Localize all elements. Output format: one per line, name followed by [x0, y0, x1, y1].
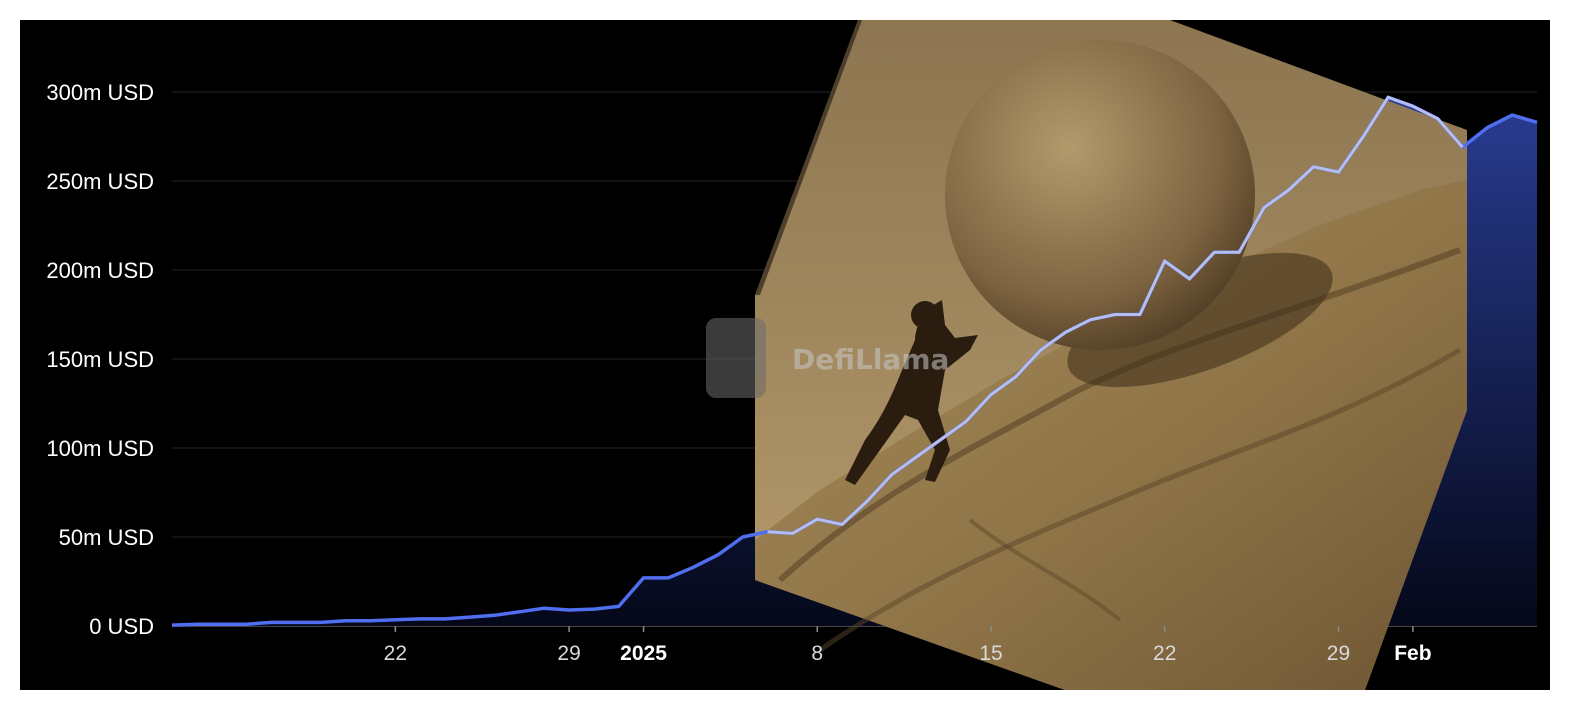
x-tick-label: Feb	[1394, 642, 1431, 665]
y-tick-label: 300m USD	[46, 80, 154, 105]
defillama-watermark: DefiLlama	[706, 318, 949, 398]
y-tick-label: 50m USD	[59, 525, 154, 550]
meme-boulder-shadow	[1067, 252, 1333, 388]
y-axis: 0 USD 50m USD 100m USD 150m USD 200m USD 250m…	[46, 80, 154, 639]
meme-sisyphus-head	[911, 301, 939, 329]
tvl-chart: 0 USD 50m USD 100m USD 150m USD 200m USD 250m…	[46, 20, 1538, 690]
x-tick-label: 22	[384, 642, 407, 665]
meme-left-edge	[755, 20, 862, 295]
meme-boulder	[945, 40, 1255, 350]
tvl-line	[171, 95, 1538, 627]
defillama-logo-icon	[706, 318, 766, 398]
x-tick-label: 29	[1327, 642, 1350, 665]
x-tick-label: 2025	[620, 642, 667, 665]
x-tick-label: 22	[1153, 642, 1176, 665]
y-tick-label: 100m USD	[46, 436, 154, 461]
y-tick-label: 200m USD	[46, 258, 154, 283]
meme-rock-crack	[968, 518, 1122, 622]
x-tick-label: 29	[557, 642, 580, 665]
x-axis: 22 29 2025 8 15 22 29 Feb	[384, 626, 1432, 665]
chart-frame: 0 USD 50m USD 100m USD 150m USD 200m USD 250m…	[20, 20, 1550, 690]
y-tick-label: 0 USD	[89, 614, 154, 639]
x-tick-label: 8	[811, 642, 823, 665]
y-tick-label: 150m USD	[46, 347, 154, 372]
tvl-line-overlay-segment	[767, 95, 1464, 535]
y-tick-label: 250m USD	[46, 169, 154, 194]
x-tick-label: 15	[979, 642, 1002, 665]
meme-rock-crack	[818, 347, 1462, 653]
watermark-text: DefiLlama	[792, 343, 949, 376]
